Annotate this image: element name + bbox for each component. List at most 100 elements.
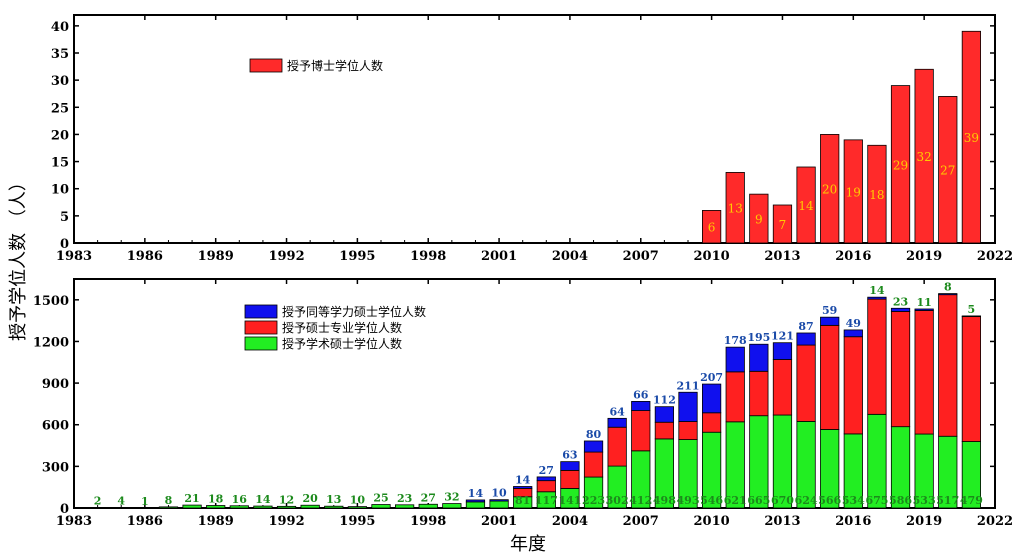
- phd-degrees-chart: 1983 1986 1989 1992 1995 1998 2001 2004 2007 2010…: [51, 14, 1013, 264]
- bar-b: [867, 298, 887, 415]
- x-tick-label: 2001: [481, 249, 517, 264]
- bar-top-label: 27: [539, 464, 554, 477]
- bar-a: [158, 506, 179, 509]
- bar-b: [725, 371, 745, 423]
- bar-a: [465, 501, 486, 509]
- legend-swatch: [244, 320, 278, 335]
- bar-b: [607, 426, 627, 467]
- x-tick-label: 2007: [623, 249, 659, 264]
- bar-base-label: 493: [677, 494, 700, 507]
- x-tick-label: 1986: [127, 249, 163, 264]
- bar-top-label: 23: [397, 492, 412, 505]
- y-tick-label: 1500: [33, 294, 69, 309]
- bar-a: [442, 503, 462, 509]
- x-tick-label: 2013: [764, 249, 800, 264]
- bar-a: [347, 506, 367, 509]
- bar-c: [749, 343, 769, 372]
- bar-c: [465, 499, 486, 503]
- bar-top-label: 80: [586, 428, 602, 441]
- bar-b: [820, 324, 840, 430]
- legend-label: 授予同等学力硕士学位人数: [282, 304, 426, 319]
- y-tick-label: 0: [60, 237, 69, 252]
- x-tick-label: 1998: [410, 249, 446, 264]
- bar-base-label: 665: [747, 494, 770, 507]
- bar-base-label: 81: [515, 494, 530, 507]
- bar-c: [702, 383, 722, 414]
- bar-a: [135, 507, 155, 509]
- x-tick-label: 2004: [552, 249, 588, 264]
- bar-value-label: 7: [779, 218, 787, 232]
- bar-top-label: 20: [302, 492, 318, 505]
- bar-b: [560, 469, 580, 489]
- bar-base-label: 517: [936, 494, 959, 507]
- bar-c: [843, 329, 863, 338]
- bar-top-label: 8: [944, 281, 952, 294]
- x-tick-label: 1983: [56, 514, 92, 529]
- bar-top-label: 25: [373, 492, 388, 505]
- x-tick-label: 1989: [198, 514, 234, 529]
- x-tick-label: 1989: [198, 249, 234, 264]
- bar-top-label: 49: [846, 317, 861, 330]
- y-tick-label: 900: [42, 377, 69, 392]
- bar-b: [654, 421, 674, 440]
- x-tick-label: 2001: [481, 514, 517, 529]
- bar-a: [489, 500, 509, 509]
- bar-top-label: 8: [165, 494, 173, 507]
- bar-c: [725, 346, 745, 373]
- bar-a: [796, 166, 816, 244]
- bar-base-label: 534: [842, 494, 865, 507]
- bar-top-label: 21: [184, 492, 199, 505]
- bar-top-label: 12: [279, 493, 294, 506]
- bar-base-label: 586: [889, 494, 912, 507]
- bar-top-label: 11: [916, 296, 931, 309]
- y-tick-label: 10: [51, 183, 69, 198]
- x-tick-label: 2010: [694, 514, 730, 529]
- y-tick-label: 30: [51, 74, 69, 89]
- bar-base-label: 624: [795, 494, 818, 507]
- bar-top-label: 1: [141, 495, 149, 508]
- y-tick-label: 40: [51, 20, 69, 35]
- legend-swatch: [244, 336, 278, 351]
- plot-frame: [73, 278, 996, 509]
- x-tick-label: 2004: [552, 514, 588, 529]
- bar-a: [206, 505, 226, 509]
- bar-top-label: 195: [747, 331, 770, 344]
- bar-a: [843, 139, 863, 244]
- y-tick-label: 15: [51, 156, 69, 171]
- bar-c: [654, 406, 674, 423]
- bar-value-label: 29: [893, 158, 908, 172]
- bar-top-label: 66: [633, 388, 649, 401]
- bar-a: [253, 505, 273, 509]
- bar-value-label: 6: [708, 221, 716, 235]
- bar-top-label: 4: [117, 494, 125, 507]
- bar-a: [182, 504, 202, 509]
- bar-value-label: 18: [869, 188, 884, 202]
- legend-swatch: [249, 58, 283, 73]
- x-tick-label: 2019: [906, 249, 942, 264]
- bar-base-label: 412: [629, 494, 652, 507]
- bar-c: [961, 315, 981, 318]
- y-tick-label: 1200: [33, 335, 69, 350]
- y-tick-label: 5: [60, 210, 69, 225]
- x-tick-label: 1995: [339, 249, 375, 264]
- bar-c: [631, 401, 651, 411]
- bar-base-label: 498: [653, 494, 676, 507]
- bar-c: [678, 391, 698, 422]
- bar-base-label: 566: [818, 494, 841, 507]
- bar-c: [772, 342, 793, 360]
- bar-top-label: 18: [208, 493, 224, 506]
- bar-value-label: 19: [846, 185, 861, 199]
- bar-b: [749, 370, 769, 417]
- bar-value-label: 14: [798, 199, 814, 213]
- bar-top-label: 5: [968, 303, 976, 316]
- bar-top-label: 14: [515, 473, 531, 486]
- bar-top-label: 87: [798, 320, 813, 333]
- x-tick-label: 1986: [127, 514, 163, 529]
- bar-base-label: 141: [558, 494, 581, 507]
- bar-b: [678, 421, 698, 440]
- bar-top-label: 10: [350, 494, 366, 507]
- bar-a: [867, 144, 887, 244]
- bar-b: [583, 451, 604, 478]
- bar-c: [820, 316, 840, 326]
